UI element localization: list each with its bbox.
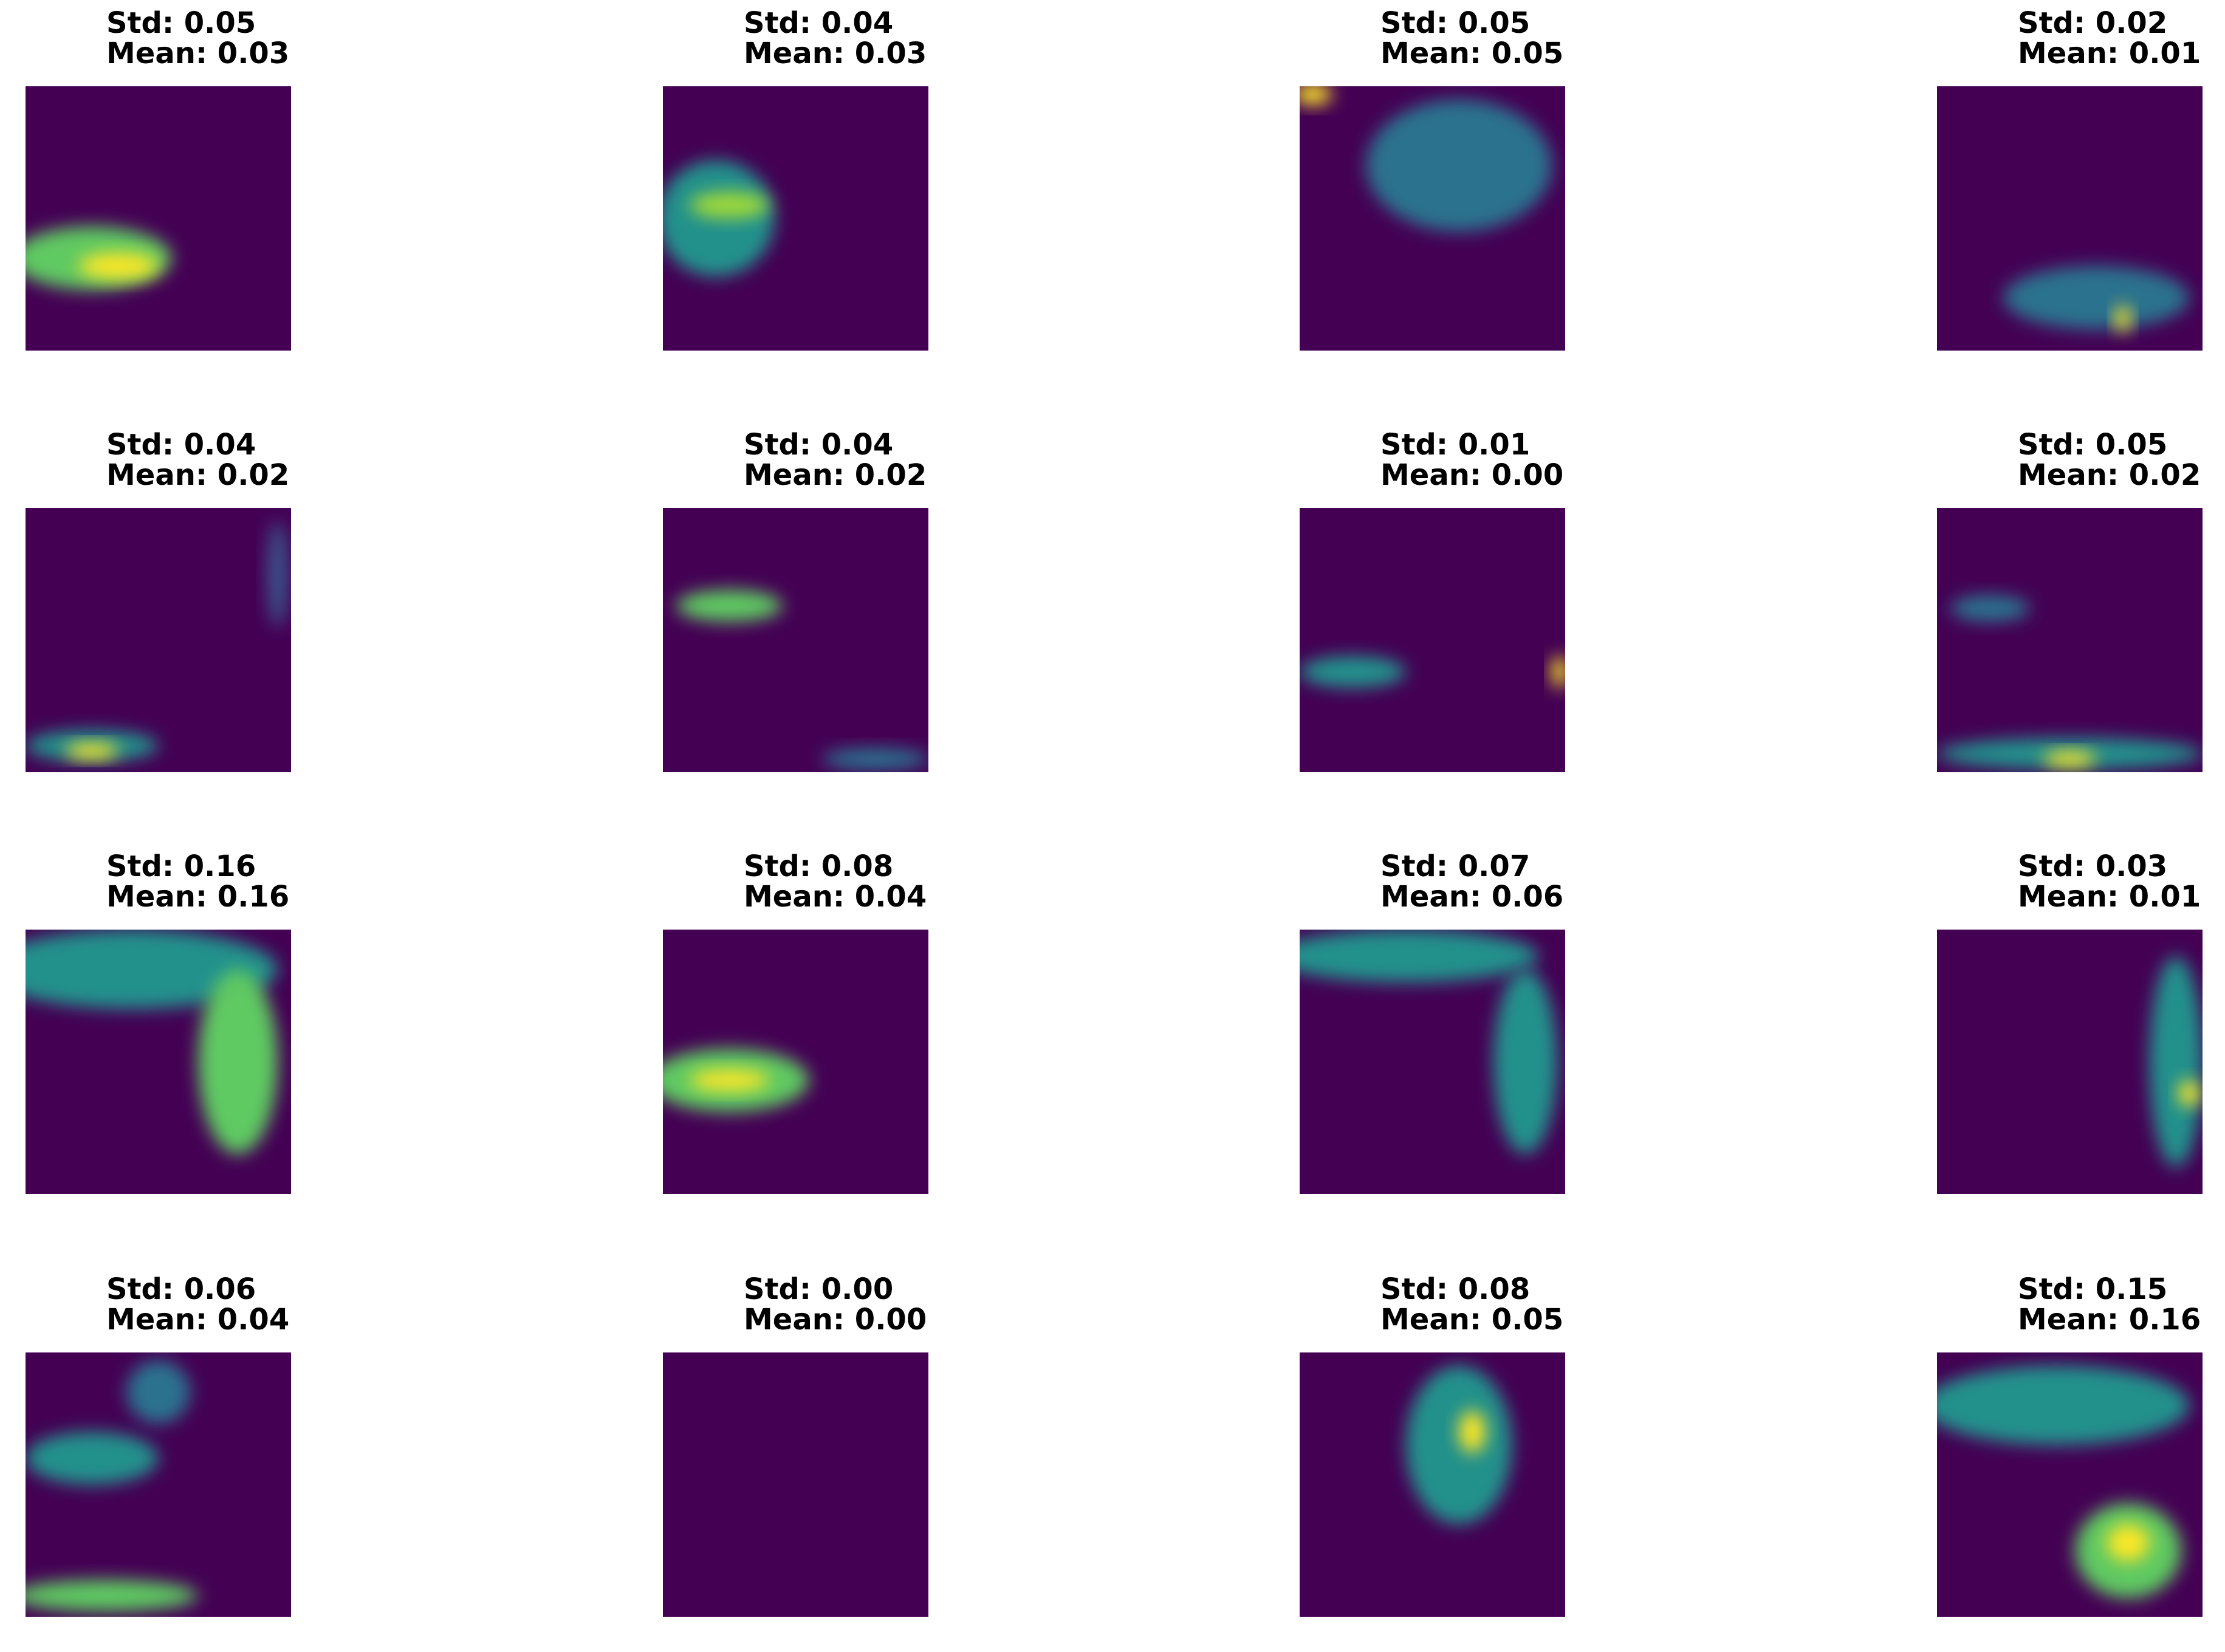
- map-blob: [2003, 266, 2190, 330]
- map-blob: [689, 1069, 769, 1091]
- activation-map: [663, 86, 928, 351]
- activation-map: [26, 1352, 291, 1617]
- map-blob: [1300, 86, 1332, 105]
- map-blob: [2149, 956, 2203, 1168]
- panel-std: Std: 0.07: [1380, 849, 1530, 883]
- panel-mean: Mean: 0.04: [744, 880, 927, 914]
- activation-map: [26, 508, 291, 772]
- panel-mean: Mean: 0.05: [1380, 1303, 1563, 1337]
- panel-mean: Mean: 0.02: [744, 458, 927, 492]
- activation-map: [1300, 508, 1565, 772]
- map-blob: [2114, 306, 2131, 332]
- map-background: [663, 508, 928, 772]
- panel-mean: Mean: 0.16: [106, 880, 289, 914]
- map-blob: [1937, 1365, 2190, 1445]
- map-background: [26, 508, 291, 772]
- panel-std: Std: 0.05: [2018, 428, 2167, 462]
- map-blob: [689, 192, 769, 219]
- panel-mean: Mean: 0.02: [2018, 458, 2201, 492]
- map-blob: [1552, 656, 1565, 688]
- panel-std: Std: 0.06: [106, 1272, 256, 1306]
- map-blob: [198, 969, 278, 1154]
- panel-std: Std: 0.04: [744, 428, 893, 462]
- map-background: [1300, 508, 1565, 772]
- map-blob: [1405, 1365, 1512, 1524]
- activation-map: [1300, 1352, 1565, 1617]
- map-blob: [1950, 595, 2030, 622]
- panel-std: Std: 0.00: [744, 1272, 893, 1306]
- panel-mean: Mean: 0.16: [2018, 1303, 2201, 1337]
- panel-mean: Mean: 0.03: [744, 36, 927, 70]
- map-blob: [26, 1431, 159, 1485]
- map-background: [26, 86, 291, 351]
- map-background: [1937, 508, 2203, 772]
- map-blob: [26, 1580, 199, 1612]
- map-blob: [1459, 1410, 1486, 1453]
- panel-mean: Mean: 0.05: [1380, 36, 1563, 70]
- map-blob: [1366, 99, 1552, 232]
- activation-map: [26, 930, 291, 1194]
- activation-map: [663, 1352, 928, 1617]
- panel-mean: Mean: 0.06: [1380, 880, 1563, 914]
- activation-map: [1300, 930, 1565, 1194]
- panel-mean: Mean: 0.02: [106, 458, 289, 492]
- map-blob: [2043, 751, 2097, 767]
- panel-mean: Mean: 0.03: [106, 36, 289, 70]
- panel-mean: Mean: 0.04: [106, 1303, 289, 1337]
- map-blob: [78, 253, 159, 279]
- map-blob: [65, 743, 118, 759]
- map-blob: [126, 1360, 190, 1424]
- panel-std: Std: 0.03: [2018, 849, 2167, 883]
- map-background: [663, 1352, 928, 1617]
- panel-mean: Mean: 0.01: [2018, 36, 2201, 70]
- map-blob: [1300, 656, 1406, 688]
- map-blob: [676, 589, 783, 622]
- activation-map: [1937, 1352, 2203, 1617]
- panel-mean: Mean: 0.01: [2018, 880, 2201, 914]
- panel-std: Std: 0.08: [1380, 1272, 1530, 1306]
- panel-std: Std: 0.08: [744, 849, 893, 883]
- panel-std: Std: 0.05: [106, 6, 256, 40]
- panel-mean: Mean: 0.00: [1380, 458, 1563, 492]
- map-blob: [822, 748, 928, 770]
- activation-map: [1937, 86, 2203, 351]
- map-blob: [1493, 969, 1557, 1154]
- panel-std: Std: 0.15: [2018, 1272, 2167, 1306]
- activation-map: [663, 508, 928, 772]
- panel-std: Std: 0.16: [106, 849, 256, 883]
- map-blob: [663, 160, 775, 277]
- map-blob: [2178, 1080, 2200, 1107]
- map-blob: [1300, 930, 1539, 982]
- panel-std: Std: 0.05: [1380, 6, 1530, 40]
- activation-map: [1937, 930, 2203, 1194]
- panel-std: Std: 0.02: [2018, 6, 2167, 40]
- panel-std: Std: 0.01: [1380, 428, 1530, 462]
- map-blob: [267, 521, 289, 627]
- activation-map: [26, 86, 291, 351]
- panel-std: Std: 0.04: [106, 428, 256, 462]
- panel-mean: Mean: 0.00: [744, 1303, 927, 1337]
- map-blob: [2107, 1524, 2150, 1561]
- activation-map: [1300, 86, 1565, 351]
- panel-std: Std: 0.04: [744, 6, 893, 40]
- activation-map: [663, 930, 928, 1194]
- activation-map: [1937, 508, 2203, 772]
